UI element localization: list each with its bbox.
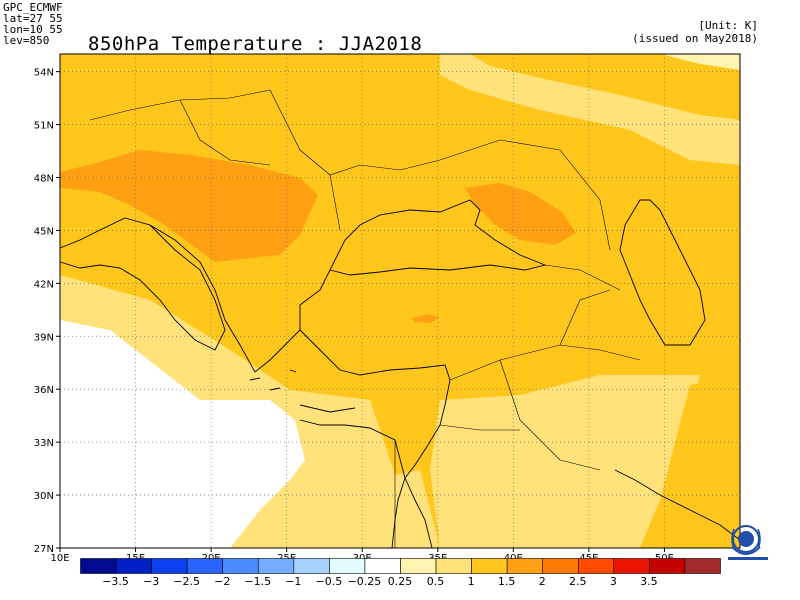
colorbar-cell [435, 558, 472, 574]
colorbar-cell [684, 558, 721, 574]
colorbar-cell [364, 558, 401, 574]
colorbar-cell [293, 558, 330, 574]
level-text: lev=850 [3, 34, 50, 47]
coastlines-borders [59, 89, 741, 549]
colorbar-label: 1.5 [497, 575, 516, 588]
colorbar-label: 1 [467, 575, 475, 588]
colorbar-cell [613, 558, 650, 574]
lat-label-45: 45N [34, 226, 54, 237]
field-1.5-2-black-sea [465, 183, 576, 245]
coastline-egypt-libya [299, 419, 406, 479]
axis-ticks [56, 71, 665, 552]
colorbar-label: −0.5 [315, 575, 343, 588]
field-1.5-2-turkey [412, 314, 440, 323]
wmo-emblem-icon [728, 525, 768, 560]
colorbar-cell [222, 558, 259, 574]
model-name: GPC_ECMWF [3, 1, 63, 14]
lon-label-10: 10E [50, 553, 69, 564]
colorbar-label: 2.5 [569, 575, 587, 588]
colorbar-cell [329, 558, 366, 574]
lat-label-54: 54N [34, 68, 54, 79]
coastline-black-sea [329, 199, 547, 276]
colorbar-cell [471, 558, 508, 574]
colorbar-labels: −3.5 −3 −2.5 −2 −1.5 −1 −0.5 −0.25 0.25 0.5 1 1.5 2 2… [80, 575, 720, 589]
border-lines [89, 89, 641, 548]
colorbar-label: 3.5 [640, 575, 658, 588]
latitude-labels: 54N 51N 48N 45N 42N 39N 36N 33N 30N 27N [34, 68, 54, 555]
lat-label-36: 36N [34, 385, 54, 396]
issued-text: (issued on May2018) [632, 32, 758, 45]
lon-range-text: lon=10 55 [3, 23, 63, 36]
lat-label-33: 33N [34, 438, 54, 449]
colorbar-cell [577, 558, 615, 574]
colorbar-cell [151, 558, 188, 574]
colorbar-cell [80, 558, 117, 574]
colorbar-cell [506, 558, 544, 574]
unit-block: [Unit: K] (issued on May2018) [632, 19, 758, 45]
lat-label-51: 51N [34, 121, 54, 132]
map-title: 850hPa Temperature : JJA2018 [88, 33, 423, 55]
colorbar-label: 2 [538, 575, 546, 588]
colorbar-cell [186, 558, 224, 574]
lat-label-42: 42N [34, 279, 54, 290]
lat-label-27: 27N [34, 544, 54, 555]
colorbar-cell [115, 558, 152, 574]
shaded-fields [60, 54, 740, 548]
colorbar-cell [257, 558, 295, 574]
colorbar-cell [649, 558, 686, 574]
metadata-block: GPC_ECMWF lat=27 55 lon=10 55 lev=850 [3, 2, 63, 46]
field-0.25-0.5-ne [660, 54, 740, 70]
map-frame [59, 53, 741, 549]
coastline-caspian [619, 199, 706, 346]
field-1-1.5-north [470, 54, 740, 120]
lat-label-48: 48N [34, 174, 54, 185]
colorbar-label: −1.5 [244, 575, 272, 588]
lat-range-text: lat=27 55 [3, 12, 63, 25]
coastline-aegean-islands [249, 369, 356, 413]
coastline-levant [404, 379, 451, 479]
colorbar-label: −3.5 [102, 575, 129, 588]
colorbar-label: −2 [214, 575, 231, 588]
coastline-red-sea [391, 477, 433, 549]
coastline-turkey-south [299, 329, 451, 381]
coastline-balkans-greece [149, 224, 331, 373]
coastline-adriatic-italy [59, 217, 226, 351]
lat-label-30: 30N [34, 491, 54, 502]
colorbar-label: −3 [143, 575, 160, 588]
colorbar-label: 3 [609, 575, 617, 588]
colorbar-cell [542, 558, 579, 574]
colorbar-label: −1 [285, 575, 302, 588]
colorbar-label: 0.25 [387, 575, 413, 588]
coastline-persian-gulf [614, 469, 741, 541]
field-0.25-0.5-mediterranean [60, 320, 305, 548]
colorbar-cell [400, 558, 437, 574]
colorbar-label: −2.5 [173, 575, 201, 588]
field-1-1.5-gulf [640, 375, 740, 548]
unit-text: [Unit: K] [698, 19, 758, 32]
colorbar [80, 558, 721, 574]
colorbar-label: 0.5 [426, 575, 445, 588]
field-1.5-2-central-europe [60, 150, 318, 262]
colorbar-label: −0.25 [347, 575, 382, 588]
lat-label-39: 39N [34, 332, 54, 343]
